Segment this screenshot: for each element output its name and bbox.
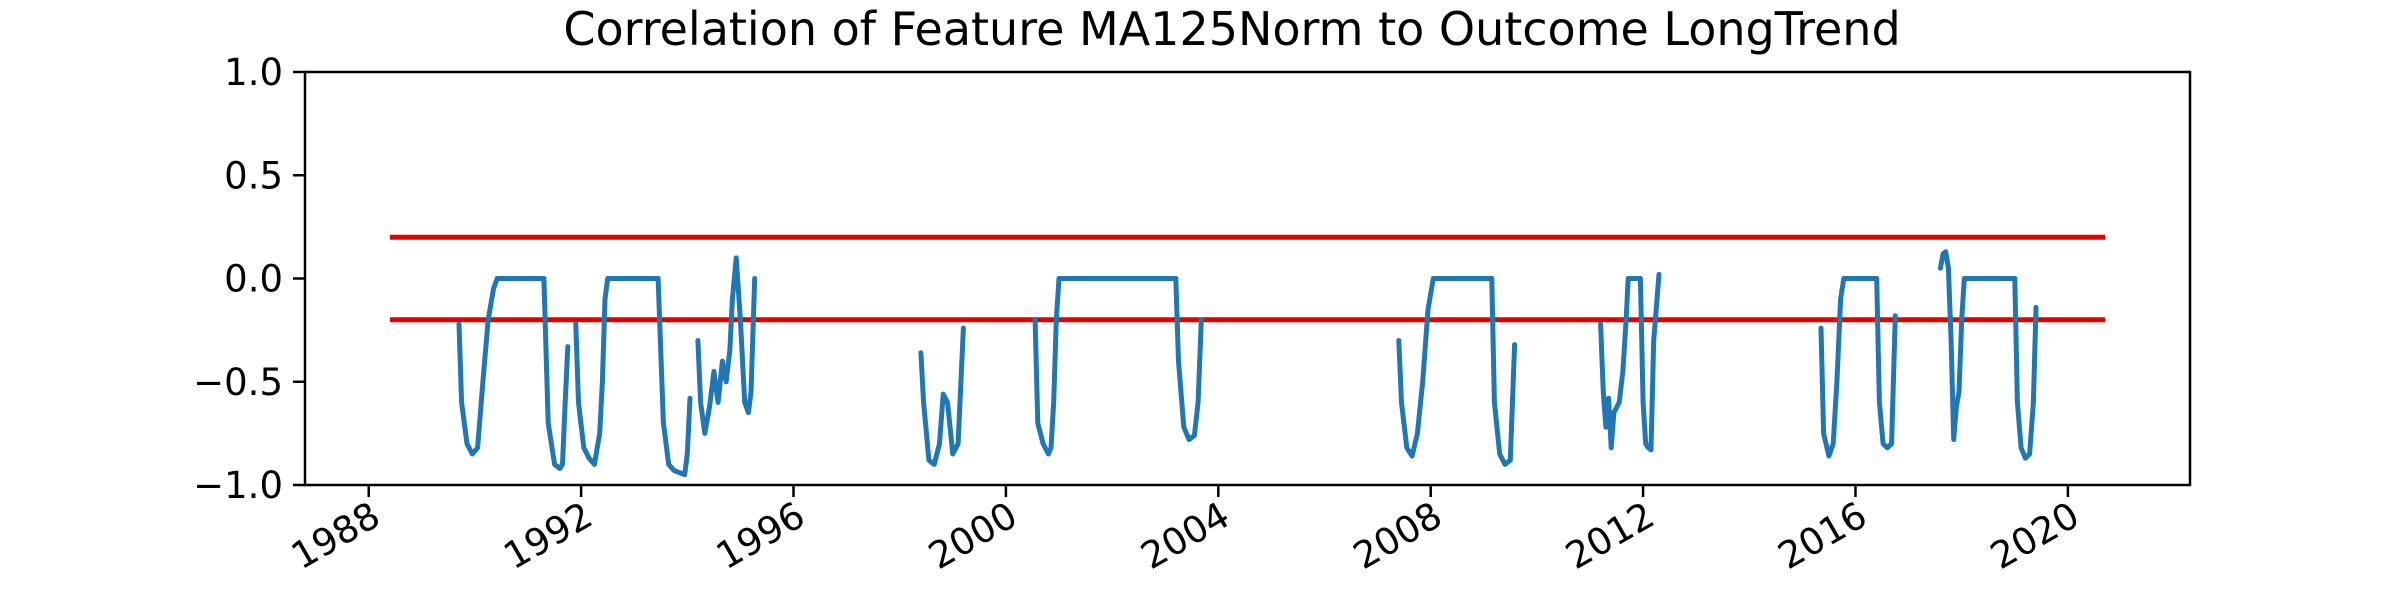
series-line-segment	[1032, 276, 1179, 457]
axes: −1.0 −0.5 0.0 0.5 1.0 1988 1992 1996 2000 2004 200…	[193, 51, 2192, 578]
x-tick-label: 2020	[1983, 494, 2086, 578]
series-line-segment	[1396, 276, 1495, 459]
x-tick-label: 2004	[1134, 494, 1237, 578]
series-line-segment	[2012, 276, 2039, 461]
y-tick-label: −0.5	[193, 361, 283, 404]
x-tick-label: 2000	[921, 494, 1024, 578]
series-line-segment	[1818, 276, 1880, 459]
series-line-segment	[655, 276, 693, 478]
x-tick-label: 1996	[709, 494, 812, 578]
series-line-segment	[541, 276, 571, 471]
series-line-segment	[918, 325, 966, 467]
x-tick-label: 2016	[1771, 494, 1874, 578]
series-line-segment	[573, 276, 661, 467]
series-line-segment	[695, 255, 758, 436]
y-tick-label: 1.0	[224, 51, 283, 94]
plot-frame	[303, 70, 2192, 487]
y-tick-label: −1.0	[193, 464, 283, 507]
chart-title: Correlation of Feature MA125Norm to Outc…	[563, 2, 1900, 56]
x-tick-label: 2008	[1346, 494, 1449, 578]
series-line-segment	[1874, 276, 1898, 451]
series-line-segment	[456, 276, 547, 457]
series-line-segment	[1637, 271, 1662, 453]
x-tick-label: 2012	[1559, 494, 1662, 578]
series-line-segment	[1937, 249, 2018, 443]
chart-marks	[389, 234, 2106, 478]
series-line-segment	[1489, 276, 1518, 467]
y-tick-label: 0.0	[224, 258, 283, 301]
x-tick-label: 1992	[497, 494, 600, 578]
y-tick-label: 0.5	[224, 154, 283, 197]
x-tick-label: 1988	[284, 494, 387, 578]
series-line-segment	[1598, 276, 1643, 451]
series-line-segment	[1173, 276, 1204, 443]
